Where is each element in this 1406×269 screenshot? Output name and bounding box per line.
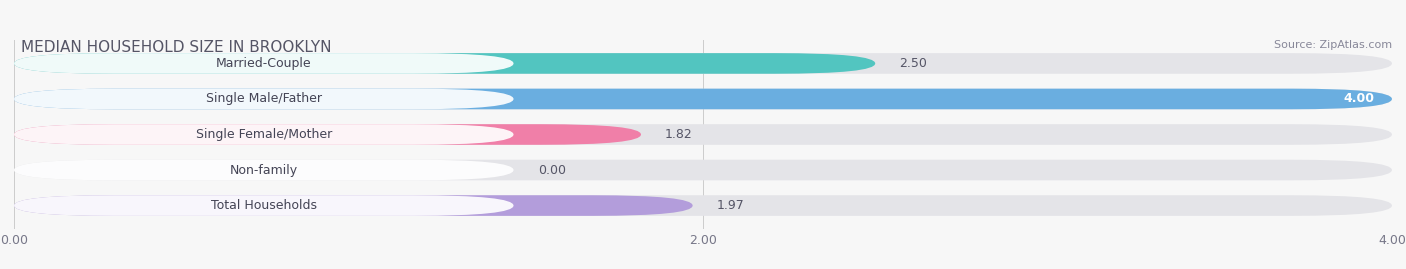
Text: 0.00: 0.00 — [537, 164, 565, 176]
FancyBboxPatch shape — [14, 195, 513, 216]
Text: 1.82: 1.82 — [665, 128, 693, 141]
FancyBboxPatch shape — [14, 124, 1392, 145]
FancyBboxPatch shape — [14, 53, 513, 74]
FancyBboxPatch shape — [14, 160, 513, 180]
FancyBboxPatch shape — [14, 124, 641, 145]
Text: Total Households: Total Households — [211, 199, 316, 212]
FancyBboxPatch shape — [14, 53, 1392, 74]
FancyBboxPatch shape — [14, 195, 693, 216]
Text: Non-family: Non-family — [229, 164, 298, 176]
Text: 1.97: 1.97 — [717, 199, 745, 212]
FancyBboxPatch shape — [14, 124, 513, 145]
FancyBboxPatch shape — [14, 53, 875, 74]
Text: 2.50: 2.50 — [900, 57, 927, 70]
FancyBboxPatch shape — [14, 89, 1392, 109]
FancyBboxPatch shape — [14, 195, 1392, 216]
FancyBboxPatch shape — [14, 89, 513, 109]
Text: 4.00: 4.00 — [1344, 93, 1375, 105]
FancyBboxPatch shape — [14, 160, 1392, 180]
Text: Single Male/Father: Single Male/Father — [205, 93, 322, 105]
FancyBboxPatch shape — [14, 89, 1392, 109]
Text: Single Female/Mother: Single Female/Mother — [195, 128, 332, 141]
Text: Source: ZipAtlas.com: Source: ZipAtlas.com — [1274, 40, 1392, 50]
Text: Married-Couple: Married-Couple — [217, 57, 312, 70]
Text: MEDIAN HOUSEHOLD SIZE IN BROOKLYN: MEDIAN HOUSEHOLD SIZE IN BROOKLYN — [21, 40, 332, 55]
